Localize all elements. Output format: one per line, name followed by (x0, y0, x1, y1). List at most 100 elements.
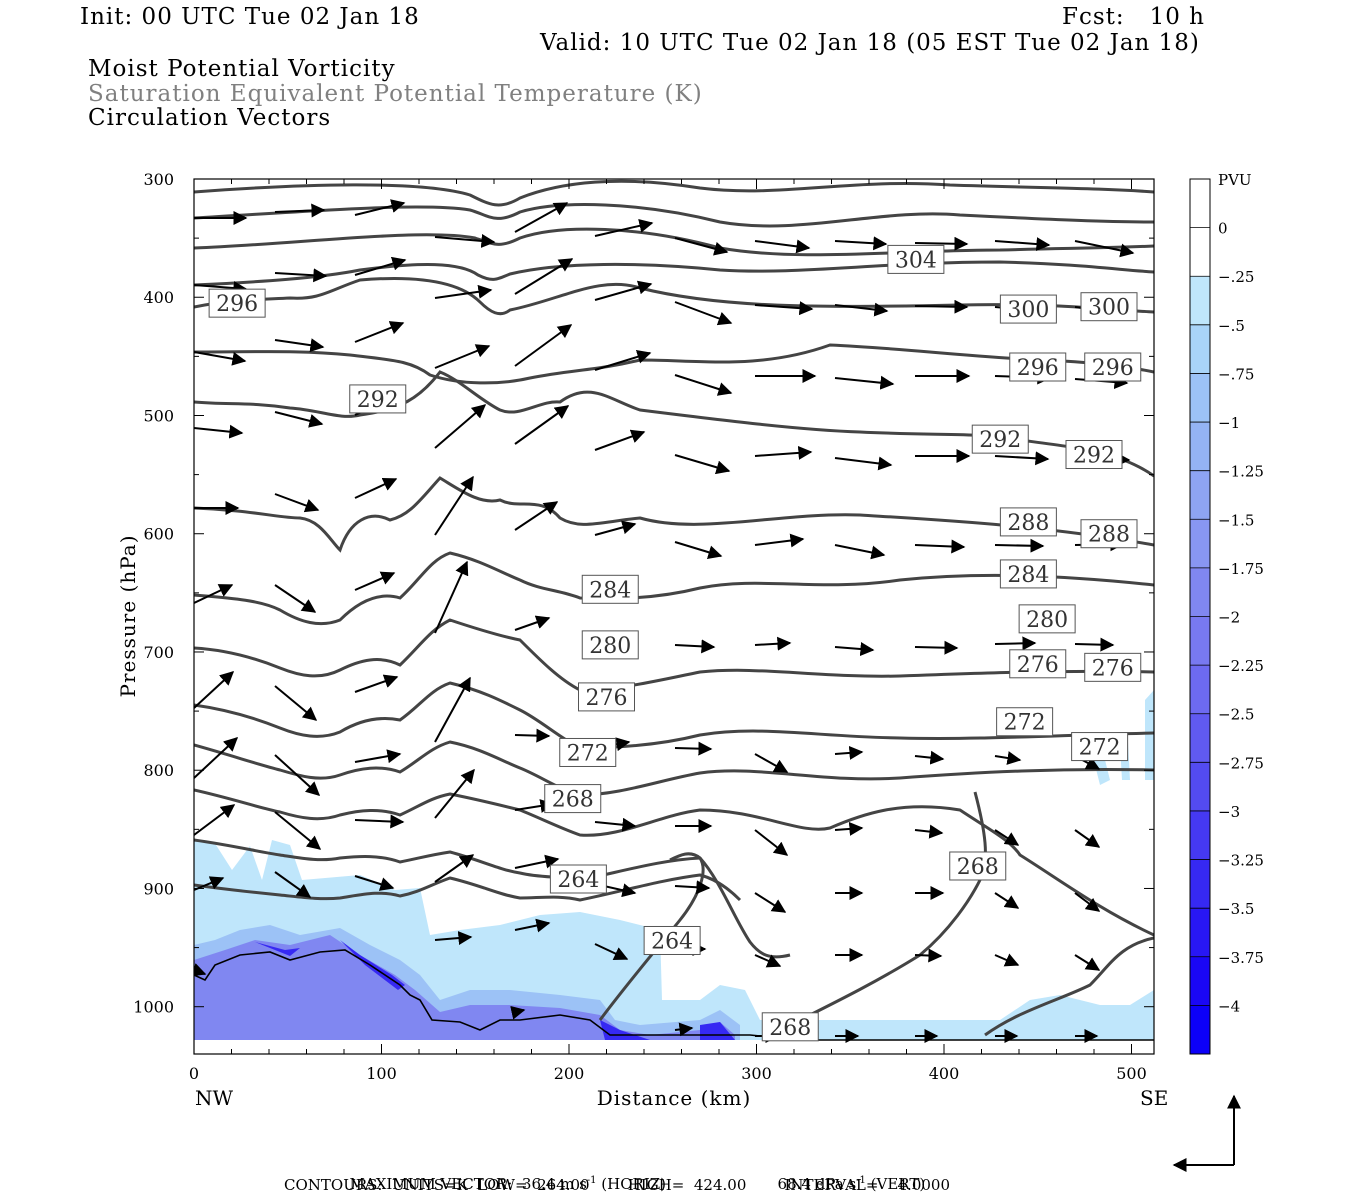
contour-label-box (949, 851, 1007, 881)
contour-line (194, 179, 1154, 207)
vector-arrow (1074, 637, 1115, 652)
contour-line (194, 618, 1154, 692)
vector-arrow (514, 324, 573, 367)
contour-label: 296 (1017, 356, 1059, 381)
contour-label-box (544, 784, 602, 814)
init-time-label: Init: 00 UTC Tue 02 Jan 18 (80, 4, 420, 30)
max-vector-horiz-text: MAXIMUM VECTOR: 36.4 m s (349, 1175, 587, 1193)
contour-label-box (208, 288, 266, 318)
axes: 0 100 200 300 400 500 300 400 500 600 700 800 900 100… (133, 170, 1154, 1083)
vector-arrow (194, 281, 248, 296)
vector-arrow (354, 477, 398, 499)
vector-arrow (914, 539, 966, 554)
vector-arrow (194, 584, 234, 604)
vector-arrow (434, 854, 475, 883)
vector-arrow (1074, 954, 1101, 971)
colorbar-tick-label: −.25 (1218, 268, 1254, 286)
colorbar-tick-label: −3.75 (1218, 949, 1264, 967)
vector-arrow (834, 642, 875, 656)
colorbar-tick-label: −3 (1218, 803, 1240, 821)
contour-line (194, 740, 1154, 797)
colorbar-tick-label: −1 (1218, 414, 1240, 432)
contour-label-box (999, 559, 1057, 589)
colorbar-swatch (1190, 373, 1210, 423)
forecast-hour-label: Fcst: 10 h (1062, 4, 1205, 30)
colorbar-swatch (1190, 956, 1210, 1006)
vector-arrow (194, 737, 239, 779)
vector-arrow (274, 268, 328, 283)
x-tick-label: 100 (366, 1064, 397, 1083)
contour-label: 276 (1017, 653, 1059, 678)
pv-shading (194, 690, 1154, 1040)
vector-arrow (834, 302, 889, 317)
vector-arrow (514, 728, 551, 743)
vector-arrow (594, 817, 637, 832)
contour-label: 300 (1007, 298, 1049, 323)
contour-label: 280 (589, 634, 631, 659)
vector-arrow (274, 811, 322, 850)
contour-label-box (999, 294, 1057, 324)
vector-arrow (674, 639, 716, 654)
vector-arrow (754, 829, 789, 856)
plot-frame (193, 178, 1155, 1055)
contour-label: 284 (589, 578, 631, 603)
contour-label: 292 (1073, 444, 1115, 469)
contour-label: 268 (552, 788, 594, 813)
max-vector-vert-note: 68.4 dPa s-1 (VERT) (768, 1157, 926, 1193)
vector-arrow (674, 741, 713, 756)
contour-label-box (1084, 652, 1142, 682)
colorbar-tick-label: −.5 (1218, 317, 1245, 335)
vector-arrow (994, 892, 1020, 909)
vector-arrow (354, 875, 395, 891)
vector-arrow (914, 236, 969, 251)
colorbar-swatch (1190, 665, 1210, 715)
y-tick-label: 400 (143, 288, 174, 307)
vector-arrow (674, 301, 733, 326)
x-axis-right-end-label: SE (1140, 1086, 1168, 1110)
contour-label-box (1080, 292, 1138, 322)
vector-arrow (834, 456, 893, 471)
vector-arrow (834, 236, 888, 251)
contour-line (194, 788, 1154, 937)
contour-label-box (559, 737, 617, 767)
contour-label: 280 (1026, 608, 1068, 633)
contour-label: 272 (1004, 711, 1046, 736)
vector-arrow (994, 451, 1050, 466)
vector-arrow (994, 538, 1045, 553)
contour-label-box (971, 424, 1029, 454)
pv-band-minus-025-right (1090, 690, 1154, 785)
vector-arrow (514, 854, 560, 869)
contour-label: 272 (1079, 736, 1121, 761)
vector-arrow (914, 640, 959, 655)
vector-arrow (754, 533, 805, 548)
vector-arrow (434, 344, 491, 369)
contour-label-box (761, 1012, 819, 1042)
colorbar-swatch (1190, 324, 1210, 374)
contour-label-box (549, 864, 607, 894)
colorbar-tick-label: −2.75 (1218, 754, 1264, 772)
colorbar-tick-label: −1.25 (1218, 463, 1264, 481)
vector-arrow (994, 829, 1020, 846)
vector-arrow (514, 918, 551, 933)
vector-arrow (354, 256, 407, 276)
vector-arrow (274, 493, 320, 513)
vector-arrow (434, 931, 473, 946)
contour-label-box (1009, 352, 1067, 382)
contour-label: 300 (1088, 296, 1130, 321)
vector-arrow (594, 429, 646, 451)
vector-arrow (994, 636, 1037, 651)
contour-label-box (1009, 649, 1067, 679)
vector-arrow (754, 892, 787, 913)
pv-colorbar: 0 −.25 −.5 −.75 −1 −1.25 −1.5 −1.75 −2 −2.25 −2.5 −… (1189, 178, 1264, 1055)
vector-arrow (994, 751, 1022, 765)
vector-arrow (834, 544, 886, 560)
vector-arrow (754, 753, 789, 773)
vector-arrow (594, 350, 652, 371)
vector-arrow (754, 954, 782, 968)
vector-arrow (914, 824, 944, 839)
field-title-vectors: Circulation Vectors (88, 105, 332, 131)
vector-arrow (514, 615, 551, 631)
pv-band-minus-25 (255, 940, 735, 1040)
vector-arrow (1074, 829, 1101, 848)
vector-arrow (994, 237, 1051, 252)
